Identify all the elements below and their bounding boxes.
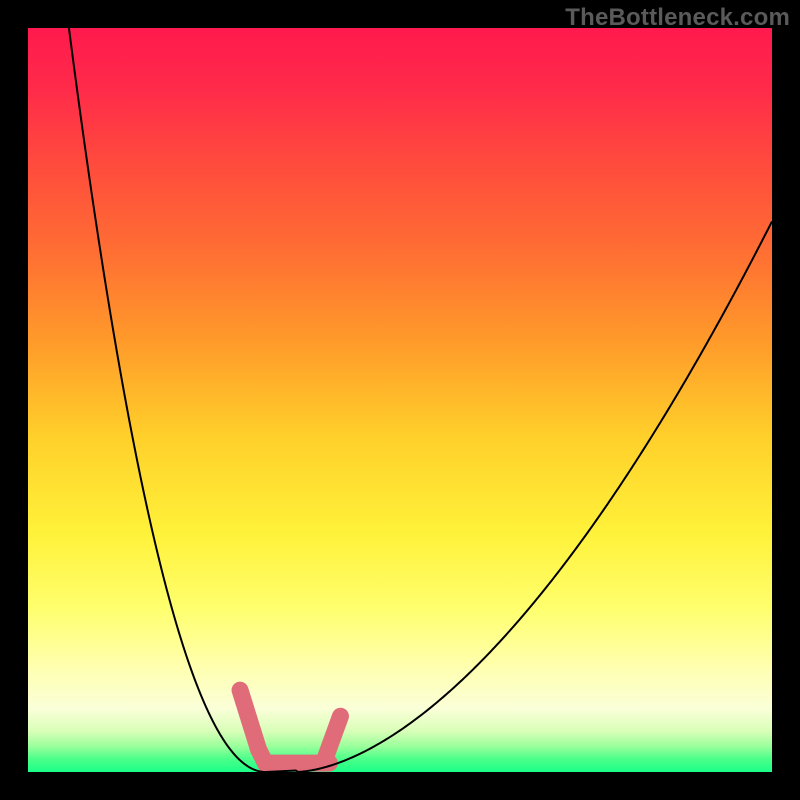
chart-root: TheBottleneck.com xyxy=(0,0,800,800)
plot-area xyxy=(28,28,772,772)
gradient-background xyxy=(28,28,772,772)
plot-svg xyxy=(28,28,772,772)
